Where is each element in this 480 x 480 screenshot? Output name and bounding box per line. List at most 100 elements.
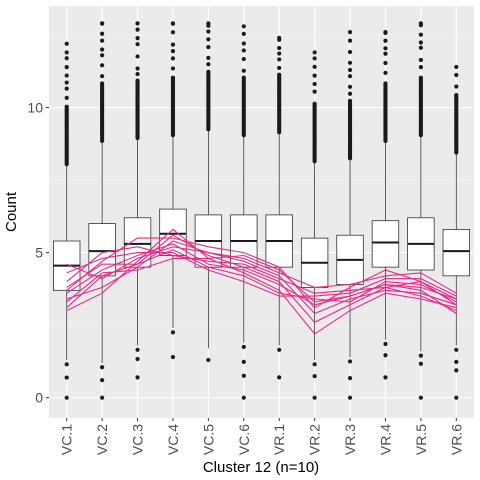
outlier-point <box>100 31 105 36</box>
outlier-point <box>312 50 317 55</box>
outlier-point <box>418 361 423 366</box>
outlier-point <box>383 38 388 43</box>
outlier-point <box>347 98 353 103</box>
outlier-point <box>64 56 69 61</box>
outlier-point <box>100 81 105 86</box>
outlier-point <box>418 21 423 26</box>
x-tick-label: VC.6 <box>236 424 252 455</box>
box-VR.6 <box>442 64 470 400</box>
box-iqr <box>371 220 400 268</box>
outlier-point <box>312 101 317 106</box>
outlier-point <box>277 65 282 71</box>
outlier-point <box>312 64 317 69</box>
x-tick-label: VC.4 <box>165 424 181 455</box>
x-axis-title: Cluster 12 (n=10) <box>203 459 319 476</box>
outlier-point <box>418 395 423 400</box>
outlier-point <box>277 51 282 56</box>
outlier-point <box>277 347 282 352</box>
y-tick-label: 5 <box>35 245 43 261</box>
outlier-point <box>206 357 211 363</box>
outlier-point <box>347 67 353 73</box>
outlier-point <box>418 75 423 80</box>
outlier-point <box>135 78 140 83</box>
series-line-5 <box>66 249 457 303</box>
outlier-point <box>64 86 69 91</box>
x-axis: VC.1 VC.2 VC.3 VC.4 VC.5 VC.6 VR.1 VR.2 VR.3 VR.4… <box>59 418 464 455</box>
outlier-point <box>135 71 140 77</box>
outlier-point <box>135 347 140 352</box>
outlier-point <box>135 54 140 59</box>
outlier-point <box>312 362 317 367</box>
outlier-point <box>64 95 69 100</box>
outlier-point <box>64 80 69 85</box>
outlier-point <box>347 74 353 79</box>
outlier-point <box>64 41 69 46</box>
box-iqr <box>442 229 470 277</box>
outlier-point <box>383 375 388 380</box>
outlier-point <box>241 24 246 29</box>
outlier-point <box>347 38 353 43</box>
x-tick-label: VC.3 <box>130 424 146 455</box>
outlier-point <box>64 104 69 109</box>
outlier-point <box>170 48 176 54</box>
outlier-point <box>241 75 246 80</box>
outlier-point <box>383 46 388 51</box>
outlier-point <box>454 92 459 98</box>
box-VC.2 <box>88 21 116 400</box>
outlier-point <box>454 347 459 352</box>
series-line-6 <box>66 252 457 297</box>
outlier-point <box>135 35 140 41</box>
box-VR.1 <box>265 35 293 380</box>
outlier-point <box>170 30 176 35</box>
outlier-point <box>347 91 353 96</box>
outlier-point <box>135 27 140 32</box>
outlier-point <box>347 359 353 364</box>
outlier-point <box>206 37 211 42</box>
outlier-point <box>277 57 282 62</box>
x-tick-label: VC.5 <box>200 424 216 455</box>
x-tick-label: VR.4 <box>377 424 393 455</box>
outlier-point <box>418 64 423 70</box>
outlier-point <box>64 362 69 367</box>
outlier-point <box>241 31 246 37</box>
series-line-8 <box>66 246 457 294</box>
outlier-point <box>277 72 282 77</box>
outlier-point <box>347 30 353 35</box>
x-tick-label: VR.3 <box>342 424 358 455</box>
outlier-point <box>170 56 176 61</box>
outlier-point <box>277 45 282 51</box>
outlier-point <box>135 42 140 47</box>
outlier-point <box>100 47 105 52</box>
outlier-point <box>170 21 176 26</box>
outlier-point <box>206 21 211 26</box>
plot-panel <box>49 6 474 418</box>
y-tick-label: 0 <box>35 390 43 406</box>
outlier-point <box>64 375 69 380</box>
series-line-10 <box>66 254 457 314</box>
outlier-point <box>170 75 176 80</box>
outlier-point <box>454 395 459 400</box>
x-tick-label: VR.1 <box>271 424 287 455</box>
box-iqr <box>88 223 116 277</box>
outlier-point <box>418 353 423 358</box>
outlier-point <box>206 55 211 61</box>
outlier-point <box>347 84 353 89</box>
outlier-point <box>383 70 388 75</box>
outlier-point <box>312 81 317 87</box>
outlier-point <box>312 73 317 78</box>
outlier-point <box>454 72 459 78</box>
outlier-point <box>418 32 423 37</box>
outlier-point <box>206 62 211 67</box>
outlier-point <box>312 56 317 61</box>
outlier-point <box>241 68 246 73</box>
box-VR.2 <box>300 50 329 400</box>
outlier-point <box>241 373 246 378</box>
outlier-point <box>206 69 211 74</box>
y-tick-label: 10 <box>27 100 43 116</box>
outlier-point <box>347 375 353 381</box>
outlier-point <box>418 45 423 50</box>
outlier-point <box>454 359 459 364</box>
outlier-point <box>100 38 105 43</box>
outlier-point <box>383 81 388 86</box>
outlier-point <box>100 395 105 400</box>
